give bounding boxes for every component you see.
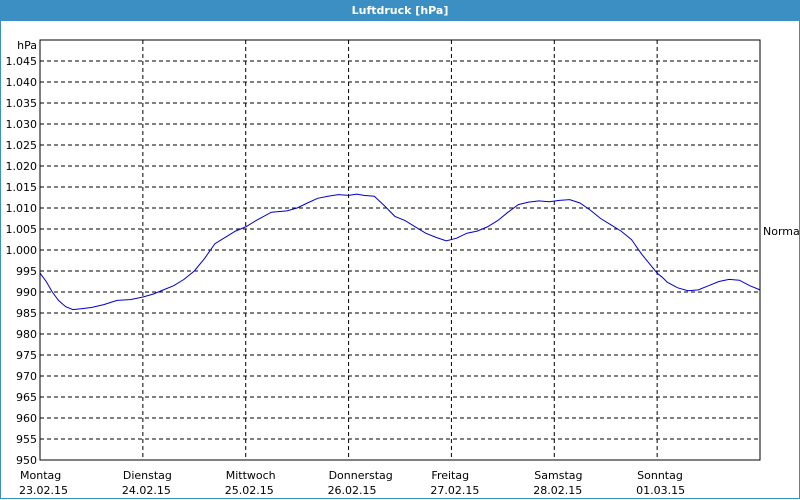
x-axis: Montag 23.02.15 Dienstag 24.02.15 Mittwoch 25… bbox=[19, 469, 685, 497]
y-tick-label: 955 bbox=[16, 433, 37, 446]
pressure-series-line bbox=[39, 193, 761, 311]
y-tick-label: 1.035 bbox=[6, 97, 38, 110]
reference-line: Normal bbox=[763, 225, 800, 238]
y-tick-label: 1.015 bbox=[6, 181, 38, 194]
y-tick-label: 985 bbox=[16, 307, 37, 320]
y-tick-label: 1.045 bbox=[6, 55, 38, 68]
y-tick-label: 1.000 bbox=[6, 244, 38, 257]
y-tick-label: 975 bbox=[16, 349, 37, 362]
x-tick-day: Samstag bbox=[534, 469, 582, 482]
x-tick-date: 24.02.15 bbox=[122, 484, 171, 497]
x-tick-date: 23.02.15 bbox=[19, 484, 68, 497]
y-tick-label: 980 bbox=[16, 328, 37, 341]
x-tick-date: 27.02.15 bbox=[430, 484, 479, 497]
y-tick-label: 1.025 bbox=[6, 139, 38, 152]
y-tick-label: 1.030 bbox=[6, 118, 38, 131]
grid bbox=[40, 40, 760, 460]
x-tick-date: 28.02.15 bbox=[533, 484, 582, 497]
x-tick-date: 01.03.15 bbox=[636, 484, 685, 497]
y-axis: 950 955 960 965 970 975 980 985 990 995 1.000 1.005… bbox=[6, 55, 38, 467]
y-tick-label: 950 bbox=[16, 454, 37, 467]
series-lines bbox=[39, 193, 761, 311]
x-tick-date: 26.02.15 bbox=[328, 484, 377, 497]
x-tick-date: 25.02.15 bbox=[225, 484, 274, 497]
y-tick-label: 960 bbox=[16, 412, 37, 425]
y-tick-label: 995 bbox=[16, 265, 37, 278]
y-tick-label: 990 bbox=[16, 286, 37, 299]
reference-label: Normal bbox=[763, 225, 800, 238]
x-tick-day: Sonntag bbox=[637, 469, 683, 482]
y-tick-label: 1.010 bbox=[6, 202, 38, 215]
y-tick-label: 1.040 bbox=[6, 76, 38, 89]
x-tick-day: Dienstag bbox=[123, 469, 172, 482]
x-tick-day: Freitag bbox=[431, 469, 469, 482]
x-tick-day: Donnerstag bbox=[329, 469, 393, 482]
plot-border bbox=[39, 39, 761, 461]
y-tick-label: 1.020 bbox=[6, 160, 38, 173]
x-tick-day: Mittwoch bbox=[226, 469, 276, 482]
y-axis-label: hPa bbox=[17, 39, 37, 52]
y-tick-label: 1.005 bbox=[6, 223, 38, 236]
y-tick-label: 965 bbox=[16, 391, 37, 404]
chart-title: Luftdruck [hPa] bbox=[0, 0, 800, 21]
x-tick-day: Montag bbox=[20, 469, 61, 482]
y-tick-label: 970 bbox=[16, 370, 37, 383]
